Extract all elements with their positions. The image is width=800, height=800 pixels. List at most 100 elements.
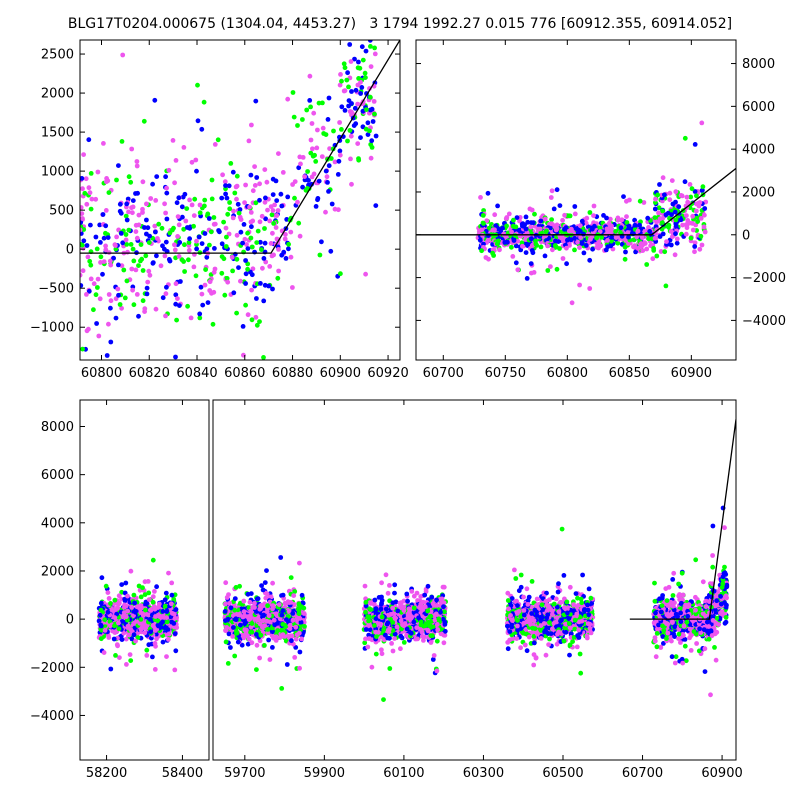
data-point: [418, 619, 424, 625]
data-point: [114, 234, 119, 240]
data-point: [579, 241, 585, 247]
data-point: [282, 236, 288, 242]
data-point: [633, 249, 638, 255]
data-point: [257, 319, 262, 324]
data-point: [690, 227, 696, 233]
data-point: [525, 241, 531, 247]
data-point: [272, 202, 277, 208]
data-point: [230, 215, 236, 221]
points-group: [96, 505, 730, 702]
data-point: [176, 254, 182, 259]
data-point: [162, 603, 168, 609]
data-point: [238, 622, 243, 628]
model-curve: [416, 167, 736, 236]
data-point: [215, 137, 221, 143]
data-point: [524, 276, 530, 281]
data-point: [113, 315, 119, 321]
data-point: [367, 627, 373, 633]
data-point: [434, 638, 440, 644]
data-point: [144, 217, 149, 223]
data-point: [404, 632, 409, 638]
data-point: [398, 618, 404, 624]
data-point: [132, 625, 138, 631]
data-point: [175, 296, 180, 301]
data-point: [298, 619, 304, 625]
y-tick-label: −2000: [742, 271, 786, 286]
y-tick-label: 0: [742, 228, 750, 243]
data-point: [291, 114, 297, 120]
data-point: [300, 117, 305, 122]
data-point: [125, 196, 131, 202]
data-point: [319, 154, 325, 160]
data-point: [560, 256, 566, 261]
data-point: [592, 223, 597, 229]
data-point: [248, 624, 254, 630]
data-point: [435, 627, 441, 633]
x-tick-label: 60700: [423, 366, 464, 381]
data-point: [134, 163, 140, 169]
y-tick-label: 2000: [41, 87, 74, 102]
data-point: [357, 65, 363, 71]
data-point: [660, 175, 666, 181]
data-point: [252, 183, 258, 188]
data-point: [682, 179, 688, 185]
data-point: [105, 235, 111, 241]
data-point: [635, 228, 641, 234]
data-point: [81, 152, 86, 158]
data-point: [644, 262, 650, 267]
data-point: [138, 603, 144, 609]
data-point: [150, 181, 156, 187]
data-point: [373, 651, 379, 657]
data-point: [323, 209, 328, 215]
data-point: [140, 210, 145, 215]
data-point: [415, 598, 420, 603]
data-point: [653, 235, 659, 241]
data-point: [367, 40, 373, 43]
data-point: [108, 339, 114, 345]
data-point: [531, 270, 537, 275]
data-point: [270, 629, 275, 635]
data-point: [333, 34, 338, 39]
data-point: [345, 12, 350, 17]
y-tick-label: 1500: [41, 126, 74, 141]
data-point: [646, 236, 652, 242]
data-point: [265, 627, 270, 632]
data-point: [280, 621, 286, 627]
data-point: [589, 601, 595, 606]
data-point: [510, 254, 516, 259]
data-point: [80, 272, 83, 278]
data-point: [101, 259, 107, 264]
data-point: [554, 187, 560, 193]
data-point: [252, 605, 257, 610]
data-point: [297, 665, 302, 671]
data-point: [82, 190, 88, 196]
data-point: [320, 100, 325, 106]
data-point: [527, 206, 533, 212]
data-point: [509, 244, 514, 250]
data-point: [344, 77, 350, 83]
data-point: [152, 589, 157, 594]
data-point: [355, 101, 360, 107]
data-point: [532, 211, 537, 217]
data-point: [341, 61, 347, 67]
data-point: [517, 227, 522, 233]
data-point: [368, 155, 374, 161]
data-point: [154, 253, 159, 259]
data-point: [237, 583, 243, 589]
data-point: [264, 591, 270, 597]
data-point: [131, 592, 137, 598]
data-point: [245, 641, 251, 647]
data-point: [271, 221, 276, 226]
data-point: [98, 636, 104, 642]
data-point: [373, 133, 379, 139]
data-point: [183, 218, 189, 224]
data-point: [163, 239, 169, 245]
data-point: [430, 657, 436, 662]
data-point: [103, 247, 109, 253]
data-point: [597, 225, 603, 231]
data-point: [140, 623, 146, 629]
data-point: [260, 265, 265, 271]
data-point: [598, 243, 603, 249]
data-point: [232, 596, 238, 601]
